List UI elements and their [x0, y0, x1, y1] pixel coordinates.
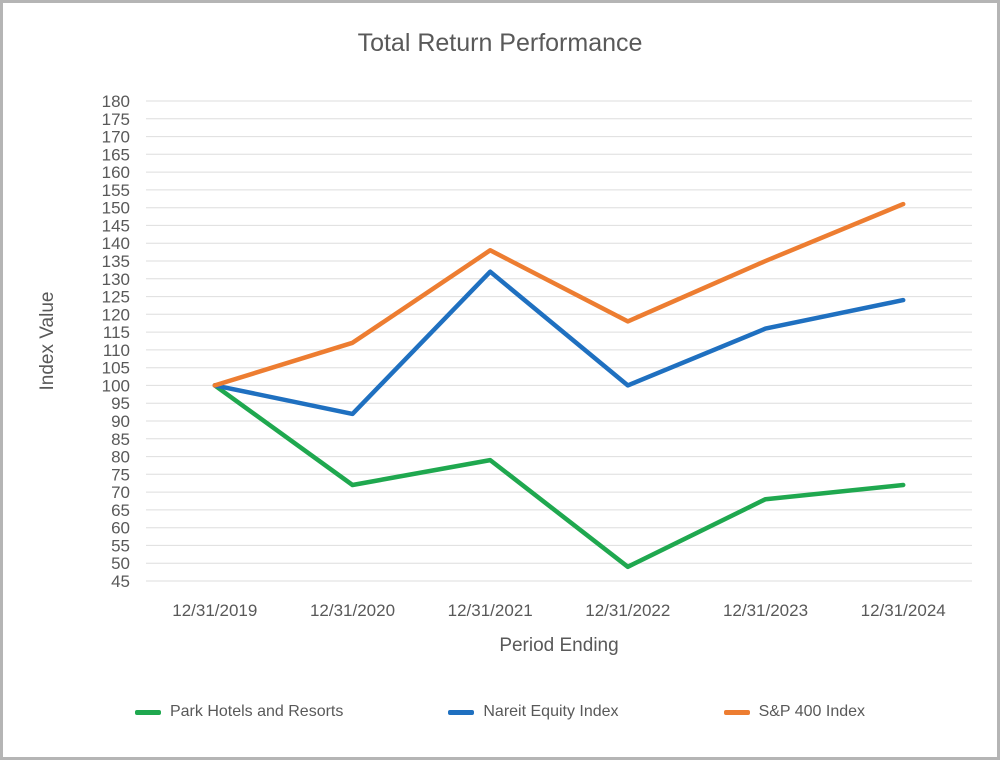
y-tick-label: 115	[103, 323, 130, 342]
y-tick-label: 105	[102, 359, 130, 378]
legend-swatch-green-line-icon	[134, 709, 161, 715]
y-tick-label: 60	[111, 519, 130, 538]
series-line-2	[212, 201, 906, 388]
y-tick-label: 150	[102, 199, 130, 218]
legend-item-nareit-equity: Nareit Equity Index	[448, 703, 619, 721]
legend-label: S&P 400 Index	[758, 703, 866, 720]
y-tick-label: 135	[102, 252, 130, 271]
y-tick-label: 75	[111, 465, 130, 484]
y-tick-label: 80	[111, 448, 130, 467]
y-tick-label: 120	[102, 305, 130, 324]
y-tick-label: 130	[102, 270, 130, 289]
y-tick-label: 170	[102, 128, 130, 147]
x-tick-label: 12/31/2024	[861, 601, 946, 620]
y-tick-label: 155	[102, 181, 130, 200]
y-tick-label: 50	[111, 554, 130, 573]
y-tick-label: 65	[111, 501, 130, 520]
y-tick-label: 45	[111, 572, 130, 591]
y-tick-label: 110	[103, 341, 130, 360]
y-tick-label: 165	[102, 145, 130, 164]
y-tick-label: 70	[111, 483, 130, 502]
x-tick-label: 12/31/2021	[448, 601, 533, 620]
x-tick-label: 12/31/2022	[585, 601, 670, 620]
y-tick-label: 140	[102, 234, 130, 253]
y-tick-label: 175	[102, 110, 130, 129]
y-tick-label: 90	[111, 412, 130, 431]
y-tick-label: 55	[111, 536, 130, 555]
y-tick-label: 125	[102, 288, 130, 307]
x-axis-title: Period Ending	[499, 635, 619, 656]
y-tick-label: 95	[111, 394, 130, 413]
x-tick-label: 12/31/2020	[310, 601, 395, 620]
y-tick-label: 100	[102, 376, 130, 395]
series-line-1	[212, 269, 906, 417]
legend-label: Nareit Equity Index	[483, 703, 619, 720]
series-line-0	[212, 383, 906, 570]
plot-area: 4550556065707580859095100105110115120125…	[102, 92, 972, 620]
chart-title: Total Return Performance	[357, 29, 643, 57]
legend-swatch-blue-line-icon	[448, 709, 475, 715]
legend-item-park-hotels: Park Hotels and Resorts	[134, 703, 344, 721]
legend-item-sp400: S&P 400 Index	[723, 703, 866, 721]
legend: Park Hotels and Resorts Nareit Equity In…	[3, 703, 997, 721]
y-tick-label: 160	[102, 163, 130, 182]
legend-swatch-orange-line-icon	[723, 709, 750, 715]
y-tick-label: 145	[102, 216, 130, 235]
legend-label: Park Hotels and Resorts	[169, 703, 344, 720]
y-tick-label: 180	[102, 92, 130, 111]
x-tick-label: 12/31/2019	[172, 601, 257, 620]
x-tick-label: 12/31/2023	[723, 601, 808, 620]
y-tick-label: 85	[111, 430, 130, 449]
